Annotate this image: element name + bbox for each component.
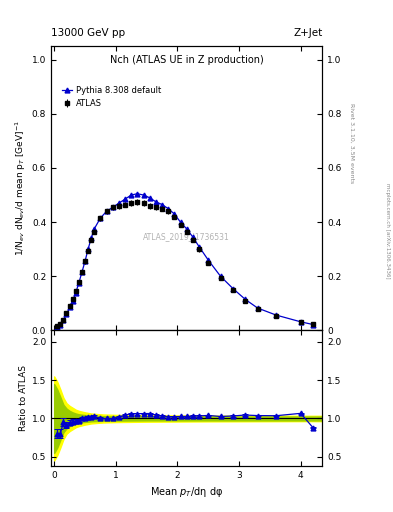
- Pythia 8.308 default: [166, 205, 171, 211]
- Pythia 8.308 default: [79, 269, 84, 275]
- Line: Pythia 8.308 default: Pythia 8.308 default: [55, 191, 316, 330]
- Text: ATLAS_2019_I1736531: ATLAS_2019_I1736531: [143, 232, 230, 241]
- Pythia 8.308 default: [172, 211, 177, 217]
- Pythia 8.308 default: [110, 204, 115, 210]
- Pythia 8.308 default: [184, 226, 189, 232]
- Pythia 8.308 default: [243, 296, 248, 303]
- Text: Nch (ATLAS UE in Z production): Nch (ATLAS UE in Z production): [110, 55, 264, 65]
- Pythia 8.308 default: [73, 289, 78, 295]
- Pythia 8.308 default: [104, 208, 109, 215]
- Pythia 8.308 default: [58, 322, 63, 328]
- Pythia 8.308 default: [160, 201, 164, 207]
- Text: Rivet 3.1.10, 3.5M events: Rivet 3.1.10, 3.5M events: [349, 103, 354, 183]
- Text: mcplots.cern.ch [arXiv:1306.3436]: mcplots.cern.ch [arXiv:1306.3436]: [385, 183, 389, 278]
- Pythia 8.308 default: [191, 234, 195, 240]
- Pythia 8.308 default: [218, 273, 223, 280]
- Pythia 8.308 default: [196, 243, 201, 249]
- Pythia 8.308 default: [77, 280, 81, 286]
- Pythia 8.308 default: [116, 200, 121, 206]
- Pythia 8.308 default: [83, 259, 87, 265]
- Y-axis label: Ratio to ATLAS: Ratio to ATLAS: [19, 365, 28, 431]
- Pythia 8.308 default: [129, 192, 134, 198]
- Pythia 8.308 default: [67, 305, 72, 311]
- Pythia 8.308 default: [64, 311, 69, 317]
- Pythia 8.308 default: [123, 196, 127, 202]
- Pythia 8.308 default: [135, 190, 140, 197]
- Pythia 8.308 default: [86, 246, 90, 252]
- Pythia 8.308 default: [206, 257, 211, 263]
- Pythia 8.308 default: [231, 285, 235, 291]
- Y-axis label: 1/N$_{ev}$ dN$_{ev}$/d mean p$_{T}$ [GeV]$^{-1}$: 1/N$_{ev}$ dN$_{ev}$/d mean p$_{T}$ [GeV…: [13, 120, 28, 257]
- Pythia 8.308 default: [89, 236, 94, 242]
- Text: 13000 GeV pp: 13000 GeV pp: [51, 28, 125, 38]
- Text: Z+Jet: Z+Jet: [293, 28, 322, 38]
- Pythia 8.308 default: [55, 324, 60, 330]
- Pythia 8.308 default: [154, 199, 158, 205]
- Pythia 8.308 default: [141, 192, 146, 198]
- Pythia 8.308 default: [310, 322, 315, 328]
- Legend: Pythia 8.308 default, ATLAS: Pythia 8.308 default, ATLAS: [61, 84, 163, 110]
- Pythia 8.308 default: [274, 312, 278, 318]
- Pythia 8.308 default: [92, 226, 97, 232]
- Pythia 8.308 default: [178, 219, 183, 225]
- Pythia 8.308 default: [98, 215, 103, 221]
- Pythia 8.308 default: [147, 195, 152, 201]
- X-axis label: Mean $p_{T}$/dη dφ: Mean $p_{T}$/dη dφ: [150, 485, 223, 499]
- Pythia 8.308 default: [255, 305, 260, 311]
- Pythia 8.308 default: [298, 319, 303, 325]
- Pythia 8.308 default: [70, 297, 75, 304]
- Pythia 8.308 default: [61, 317, 66, 323]
